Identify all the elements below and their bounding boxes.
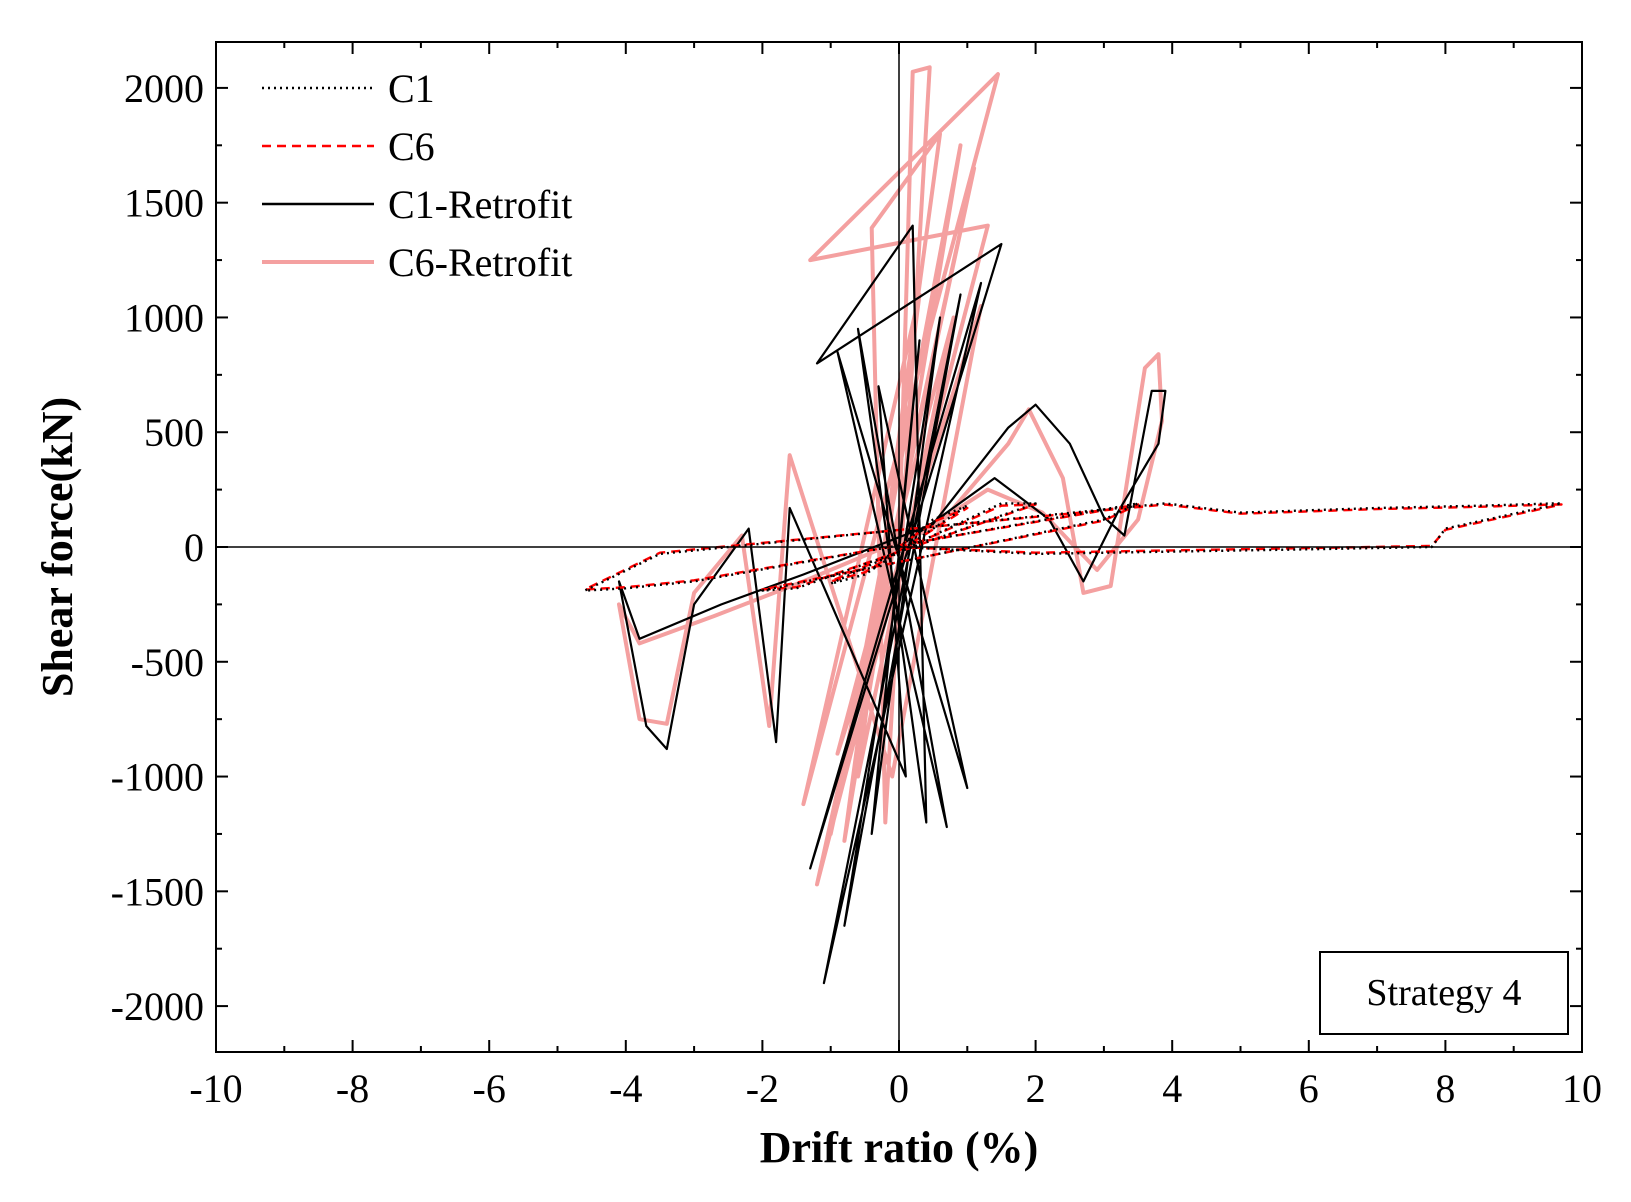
- strategy-annotation: Strategy 4: [1319, 951, 1569, 1035]
- plot-frame: [215, 41, 1583, 1053]
- x-tick-label: 10: [1562, 1066, 1602, 1111]
- y-tick-label: 1500: [124, 181, 204, 226]
- series-line-c6: [583, 503, 1563, 591]
- x-tick-label: 8: [1435, 1066, 1455, 1111]
- y-tick-label: -1000: [111, 755, 204, 800]
- annotation-label: Strategy 4: [1366, 972, 1521, 1014]
- series-line-c1-retrofit: [617, 224, 1167, 985]
- annotation-box: [1319, 951, 1569, 1035]
- legend-label: C6-Retrofit: [388, 240, 572, 285]
- y-axis-title: Shear force(kN): [33, 397, 82, 697]
- x-tick-label: 2: [1026, 1066, 1046, 1111]
- series-line-c1: [583, 502, 1563, 592]
- x-tick-label: 0: [889, 1066, 909, 1111]
- legend-label: C1-Retrofit: [388, 182, 572, 227]
- x-tick-label: 6: [1299, 1066, 1319, 1111]
- x-tick-label: -6: [473, 1066, 506, 1111]
- y-tick-label: 500: [144, 410, 204, 455]
- y-tick-label: -2000: [111, 984, 204, 1029]
- x-tick-label: 4: [1162, 1066, 1182, 1111]
- legend-label: C6: [388, 124, 435, 169]
- x-tick-label: -4: [609, 1066, 642, 1111]
- axes-layer: [216, 42, 1582, 1052]
- y-tick-label: 0: [184, 525, 204, 570]
- ticks-layer: -10 -8 -6 -4 -2 0 2 4 6 8 10 -2000 -1500 -1000 -500 0 50…: [111, 42, 1602, 1111]
- series-layer: [583, 65, 1563, 985]
- x-tick-label: -2: [746, 1066, 779, 1111]
- legend-label: C1: [388, 66, 435, 111]
- y-tick-label: 1000: [124, 295, 204, 340]
- x-tick-label: -8: [336, 1066, 369, 1111]
- y-tick-label: 2000: [124, 66, 204, 111]
- x-tick-label: -10: [189, 1066, 242, 1111]
- y-tick-label: -500: [131, 640, 204, 685]
- legend: C1 C6 C1-Retrofit C6-Retrofit: [262, 66, 572, 285]
- x-axis-title: Drift ratio (%): [760, 1123, 1039, 1172]
- y-tick-label: -1500: [111, 869, 204, 914]
